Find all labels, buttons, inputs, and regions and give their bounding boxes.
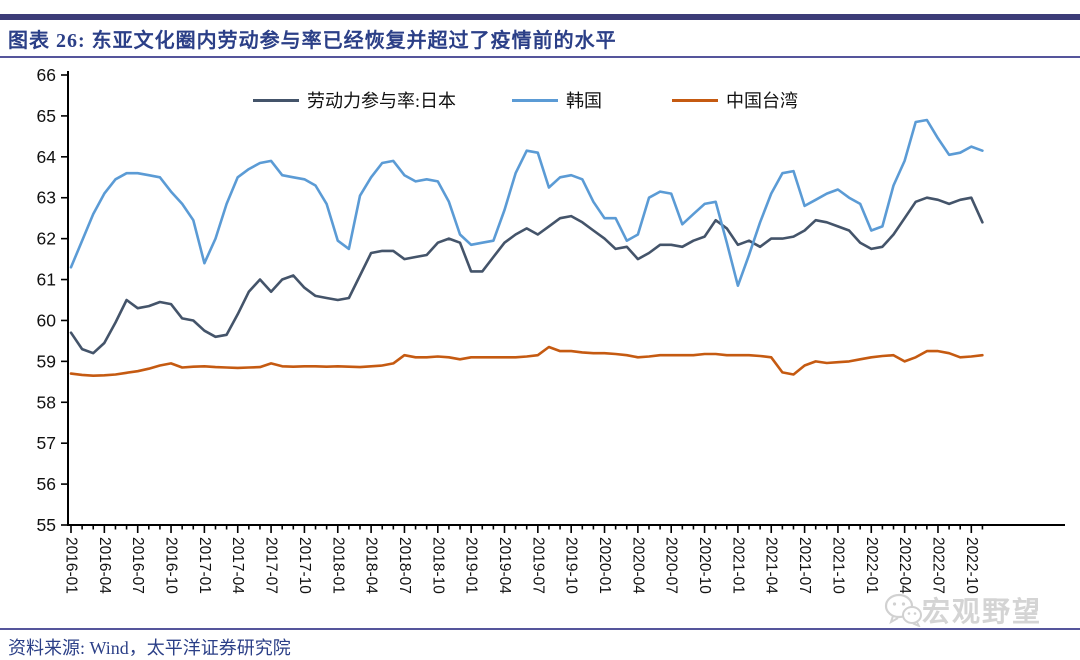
japan-line-swatch bbox=[253, 98, 299, 102]
svg-text:2020-04: 2020-04 bbox=[629, 537, 646, 594]
legend-label-japan: 劳动力参与率:日本 bbox=[307, 91, 457, 111]
svg-text:2020-01: 2020-01 bbox=[596, 537, 613, 594]
svg-text:55: 55 bbox=[37, 515, 56, 535]
svg-text:62: 62 bbox=[37, 229, 56, 249]
svg-text:2019-10: 2019-10 bbox=[563, 537, 580, 594]
svg-text:65: 65 bbox=[37, 106, 56, 126]
chart-title: 图表 26: 东亚文化圈内劳动参与率已经恢复并超过了疫情前的水平 bbox=[8, 30, 617, 52]
axes bbox=[67, 71, 1065, 526]
title-divider bbox=[0, 56, 1080, 58]
svg-text:2021-04: 2021-04 bbox=[763, 537, 780, 594]
source-note: 资料来源: Wind，太平洋证券研究院 bbox=[8, 638, 291, 658]
svg-text:56: 56 bbox=[37, 474, 56, 494]
svg-text:63: 63 bbox=[37, 188, 56, 208]
legend-item-japan: 劳动力参与率:日本 bbox=[253, 88, 456, 112]
svg-text:2019-07: 2019-07 bbox=[529, 537, 546, 594]
svg-text:60: 60 bbox=[37, 310, 57, 330]
y-axis-ticks: 55 56 57 58 59 60 61 62 63 64 65 66 bbox=[37, 65, 68, 535]
wechat-icon bbox=[884, 593, 922, 627]
svg-text:2018-07: 2018-07 bbox=[396, 537, 413, 594]
svg-text:2020-07: 2020-07 bbox=[663, 537, 680, 594]
x-axis-ticks: 2016-01 2016-04 2016-07 2016-10 2017-01 2017-… bbox=[63, 525, 984, 594]
svg-text:2016-10: 2016-10 bbox=[163, 537, 180, 594]
svg-text:2021-01: 2021-01 bbox=[729, 537, 746, 594]
svg-text:2017-10: 2017-10 bbox=[296, 537, 313, 594]
chart-area: 55 56 57 58 59 60 61 62 63 64 65 66 2016-01 2016-04 20… bbox=[0, 58, 1080, 626]
top-accent-bar bbox=[0, 14, 1080, 20]
watermark-text: 宏观野望 bbox=[922, 597, 1043, 628]
svg-text:2016-07: 2016-07 bbox=[129, 537, 146, 594]
footer-divider bbox=[0, 628, 1080, 630]
svg-text:2018-10: 2018-10 bbox=[429, 537, 446, 594]
svg-text:57: 57 bbox=[37, 433, 56, 453]
svg-text:2022-04: 2022-04 bbox=[896, 537, 913, 594]
svg-text:2018-04: 2018-04 bbox=[363, 537, 380, 594]
series-line-1 bbox=[69, 118, 984, 288]
svg-text:2022-01: 2022-01 bbox=[863, 537, 880, 594]
legend-label-taiwan: 中国台湾 bbox=[726, 91, 798, 111]
svg-text:2017-07: 2017-07 bbox=[263, 537, 280, 594]
legend-item-taiwan: 中国台湾 bbox=[672, 88, 798, 112]
svg-text:2018-01: 2018-01 bbox=[329, 537, 346, 594]
series-line-2 bbox=[69, 345, 984, 378]
svg-text:2022-10: 2022-10 bbox=[963, 537, 980, 594]
legend-item-korea: 韩国 bbox=[512, 88, 602, 112]
svg-text:2021-07: 2021-07 bbox=[796, 537, 813, 594]
svg-text:61: 61 bbox=[37, 270, 56, 290]
legend-label-korea: 韩国 bbox=[566, 91, 602, 111]
svg-text:59: 59 bbox=[37, 351, 56, 371]
watermark: 宏观野望 bbox=[884, 590, 1042, 630]
svg-text:2017-01: 2017-01 bbox=[196, 537, 213, 594]
svg-text:2022-07: 2022-07 bbox=[929, 537, 946, 594]
taiwan-line-swatch bbox=[672, 98, 718, 102]
svg-text:2020-10: 2020-10 bbox=[696, 537, 713, 594]
svg-text:2017-04: 2017-04 bbox=[229, 537, 246, 594]
svg-text:66: 66 bbox=[37, 65, 56, 85]
svg-text:2016-04: 2016-04 bbox=[96, 537, 113, 594]
series-line-0 bbox=[69, 196, 984, 355]
svg-text:2019-01: 2019-01 bbox=[463, 537, 480, 594]
svg-text:64: 64 bbox=[37, 147, 57, 167]
korea-line-swatch bbox=[512, 98, 558, 102]
svg-text:58: 58 bbox=[37, 392, 56, 412]
svg-text:2016-01: 2016-01 bbox=[63, 537, 80, 594]
svg-text:2021-10: 2021-10 bbox=[829, 537, 846, 594]
svg-text:2019-04: 2019-04 bbox=[496, 537, 513, 594]
chart-legend: 劳动力参与率:日本 韩国 中国台湾 bbox=[0, 88, 1080, 114]
